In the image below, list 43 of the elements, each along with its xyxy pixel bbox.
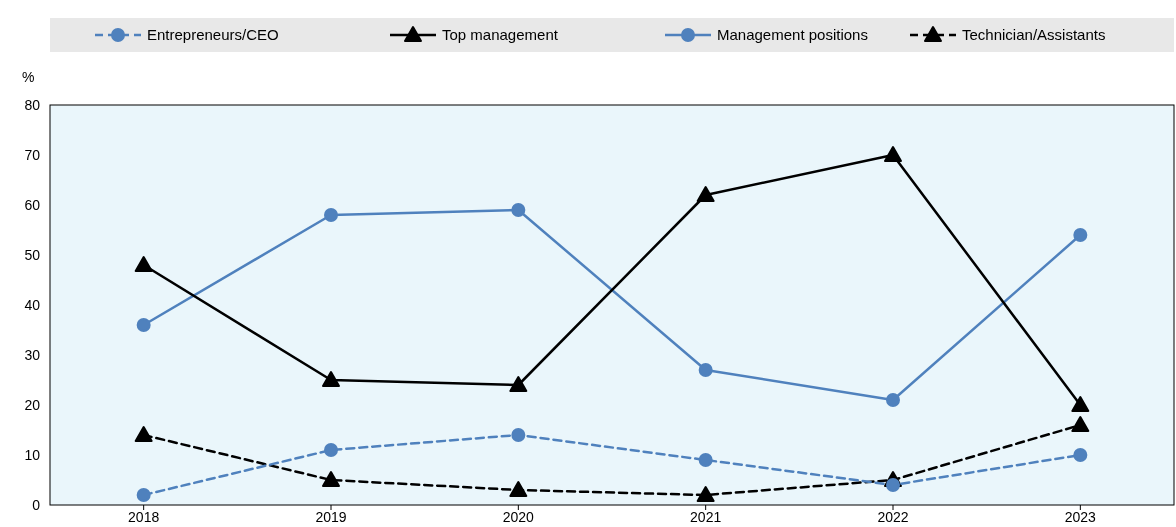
x-tick-label: 2019 — [315, 509, 347, 525]
y-axis-title: % — [22, 69, 35, 85]
point — [696, 186, 715, 202]
y-tick-label: 0 — [32, 497, 41, 513]
point — [509, 481, 528, 497]
point — [698, 453, 713, 467]
point — [1071, 416, 1090, 432]
point — [511, 203, 526, 217]
point — [136, 488, 151, 502]
point — [134, 426, 153, 442]
point — [1073, 228, 1088, 242]
point — [884, 146, 902, 162]
x-tick-label: 2020 — [502, 509, 535, 525]
point — [511, 428, 526, 442]
legend-label: Entrepreneurs/CEO — [147, 26, 279, 43]
x-tick-label: 2023 — [1064, 509, 1097, 525]
x-tick-label: 2022 — [877, 509, 909, 525]
x-tick-label: 2018 — [128, 509, 160, 525]
y-tick-label: 20 — [24, 397, 41, 413]
point — [322, 371, 340, 387]
point — [1071, 396, 1090, 412]
point — [134, 256, 153, 272]
point — [696, 486, 715, 502]
point — [509, 376, 528, 392]
y-tick-label: 40 — [24, 297, 41, 313]
point — [886, 478, 900, 492]
y-tick-label: 60 — [24, 197, 41, 213]
point — [324, 443, 338, 457]
x-tick-label: 2021 — [690, 509, 722, 525]
point — [698, 363, 713, 377]
legend-label: Technician/Assistants — [962, 26, 1106, 43]
point — [886, 393, 900, 407]
y-tick-label: 70 — [24, 147, 41, 163]
y-tick-label: 30 — [24, 347, 41, 363]
y-tick-label: 50 — [24, 247, 41, 263]
legend-label: Top management — [442, 26, 559, 43]
point — [136, 318, 151, 332]
point — [322, 471, 340, 487]
y-tick-label: 10 — [24, 447, 41, 463]
legend-label: Management positions — [717, 26, 868, 43]
y-tick-label: 80 — [24, 97, 41, 113]
point — [324, 208, 338, 222]
point — [1073, 448, 1088, 462]
